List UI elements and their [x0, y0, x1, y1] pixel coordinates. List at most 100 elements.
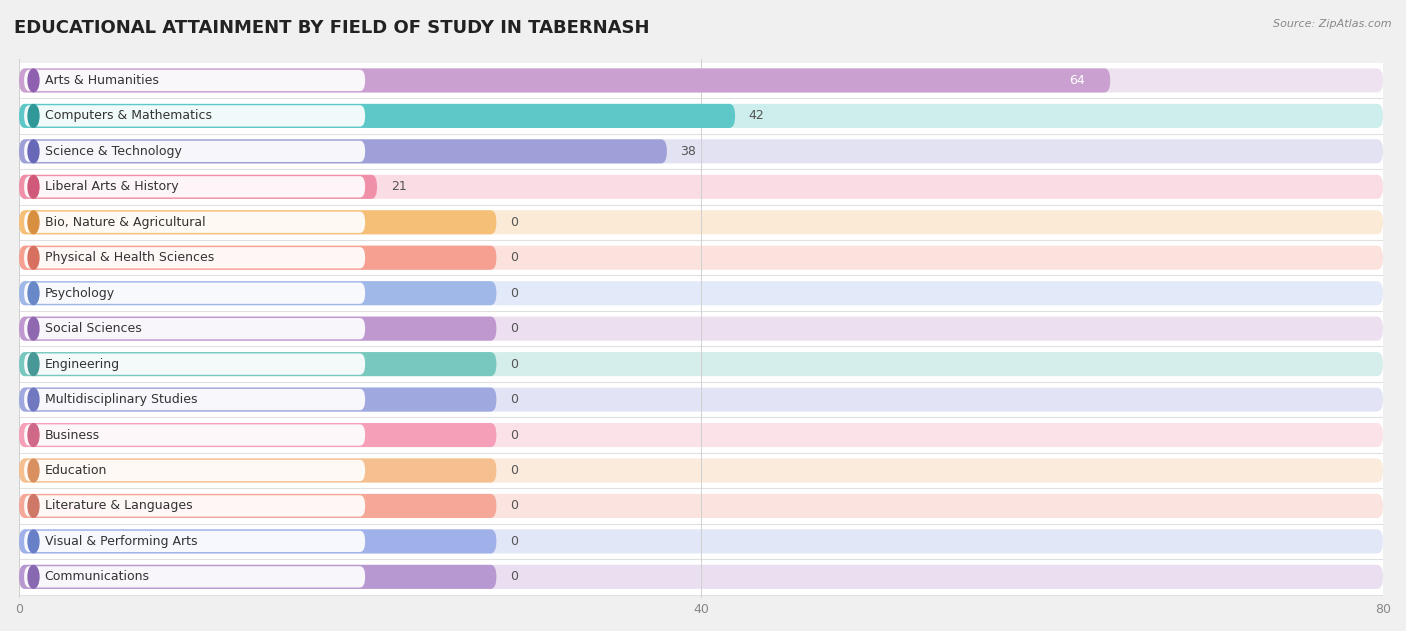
Text: 21: 21 [391, 180, 406, 193]
Circle shape [28, 246, 39, 269]
FancyBboxPatch shape [20, 494, 1384, 518]
Text: Source: ZipAtlas.com: Source: ZipAtlas.com [1274, 19, 1392, 29]
FancyBboxPatch shape [20, 245, 496, 270]
FancyBboxPatch shape [0, 524, 1406, 559]
FancyBboxPatch shape [20, 459, 1384, 483]
Text: 0: 0 [510, 535, 517, 548]
Text: Physical & Health Sciences: Physical & Health Sciences [45, 251, 214, 264]
Circle shape [28, 459, 39, 482]
Text: Communications: Communications [45, 570, 149, 584]
FancyBboxPatch shape [20, 104, 1384, 128]
FancyBboxPatch shape [20, 565, 496, 589]
FancyBboxPatch shape [20, 352, 1384, 376]
FancyBboxPatch shape [20, 68, 1111, 93]
FancyBboxPatch shape [0, 453, 1406, 488]
Text: Education: Education [45, 464, 107, 477]
Circle shape [28, 565, 39, 588]
Text: 0: 0 [510, 251, 517, 264]
Text: 0: 0 [510, 358, 517, 370]
Circle shape [28, 530, 39, 553]
Circle shape [28, 388, 39, 411]
Text: Arts & Humanities: Arts & Humanities [45, 74, 159, 87]
FancyBboxPatch shape [24, 70, 366, 91]
Text: 0: 0 [510, 286, 517, 300]
Text: 0: 0 [510, 216, 517, 229]
Circle shape [28, 353, 39, 375]
Circle shape [28, 105, 39, 127]
Circle shape [28, 69, 39, 91]
Text: 0: 0 [510, 464, 517, 477]
FancyBboxPatch shape [0, 276, 1406, 311]
FancyBboxPatch shape [20, 494, 496, 518]
Text: 0: 0 [510, 500, 517, 512]
FancyBboxPatch shape [0, 559, 1406, 594]
Text: 0: 0 [510, 393, 517, 406]
FancyBboxPatch shape [24, 566, 366, 587]
Text: 0: 0 [510, 428, 517, 442]
FancyBboxPatch shape [20, 529, 496, 553]
FancyBboxPatch shape [24, 531, 366, 552]
FancyBboxPatch shape [20, 139, 666, 163]
FancyBboxPatch shape [0, 346, 1406, 382]
FancyBboxPatch shape [20, 423, 496, 447]
Text: Science & Technology: Science & Technology [45, 145, 181, 158]
FancyBboxPatch shape [0, 62, 1406, 98]
Text: 0: 0 [510, 570, 517, 584]
FancyBboxPatch shape [24, 495, 366, 517]
FancyBboxPatch shape [24, 353, 366, 375]
FancyBboxPatch shape [0, 488, 1406, 524]
FancyBboxPatch shape [20, 68, 1384, 93]
FancyBboxPatch shape [20, 245, 1384, 270]
Text: 38: 38 [681, 145, 696, 158]
FancyBboxPatch shape [20, 387, 1384, 411]
FancyBboxPatch shape [20, 104, 735, 128]
FancyBboxPatch shape [24, 283, 366, 304]
FancyBboxPatch shape [24, 105, 366, 127]
FancyBboxPatch shape [20, 175, 1384, 199]
Circle shape [28, 211, 39, 233]
Text: Social Sciences: Social Sciences [45, 322, 142, 335]
Text: EDUCATIONAL ATTAINMENT BY FIELD OF STUDY IN TABERNASH: EDUCATIONAL ATTAINMENT BY FIELD OF STUDY… [14, 19, 650, 37]
FancyBboxPatch shape [0, 98, 1406, 134]
Circle shape [28, 282, 39, 305]
FancyBboxPatch shape [0, 311, 1406, 346]
FancyBboxPatch shape [20, 387, 496, 411]
FancyBboxPatch shape [24, 389, 366, 410]
Text: 64: 64 [1069, 74, 1084, 87]
Circle shape [28, 317, 39, 340]
Text: Visual & Performing Arts: Visual & Performing Arts [45, 535, 197, 548]
Text: Literature & Languages: Literature & Languages [45, 500, 193, 512]
Text: Liberal Arts & History: Liberal Arts & History [45, 180, 179, 193]
FancyBboxPatch shape [0, 240, 1406, 276]
Text: 0: 0 [510, 322, 517, 335]
FancyBboxPatch shape [24, 425, 366, 445]
Circle shape [28, 175, 39, 198]
FancyBboxPatch shape [20, 210, 496, 234]
FancyBboxPatch shape [20, 281, 496, 305]
FancyBboxPatch shape [0, 134, 1406, 169]
FancyBboxPatch shape [20, 423, 1384, 447]
Circle shape [28, 495, 39, 517]
Circle shape [28, 423, 39, 446]
FancyBboxPatch shape [0, 169, 1406, 204]
FancyBboxPatch shape [24, 141, 366, 162]
FancyBboxPatch shape [20, 317, 1384, 341]
FancyBboxPatch shape [20, 565, 1384, 589]
Text: Computers & Mathematics: Computers & Mathematics [45, 109, 211, 122]
Text: Multidisciplinary Studies: Multidisciplinary Studies [45, 393, 197, 406]
FancyBboxPatch shape [20, 281, 1384, 305]
Text: Engineering: Engineering [45, 358, 120, 370]
Text: Bio, Nature & Agricultural: Bio, Nature & Agricultural [45, 216, 205, 229]
FancyBboxPatch shape [20, 175, 377, 199]
Text: Psychology: Psychology [45, 286, 115, 300]
FancyBboxPatch shape [20, 352, 496, 376]
FancyBboxPatch shape [20, 529, 1384, 553]
FancyBboxPatch shape [24, 318, 366, 339]
FancyBboxPatch shape [24, 176, 366, 198]
Text: 42: 42 [749, 109, 765, 122]
FancyBboxPatch shape [0, 417, 1406, 453]
FancyBboxPatch shape [24, 460, 366, 481]
Circle shape [28, 140, 39, 163]
FancyBboxPatch shape [24, 247, 366, 268]
FancyBboxPatch shape [20, 317, 496, 341]
